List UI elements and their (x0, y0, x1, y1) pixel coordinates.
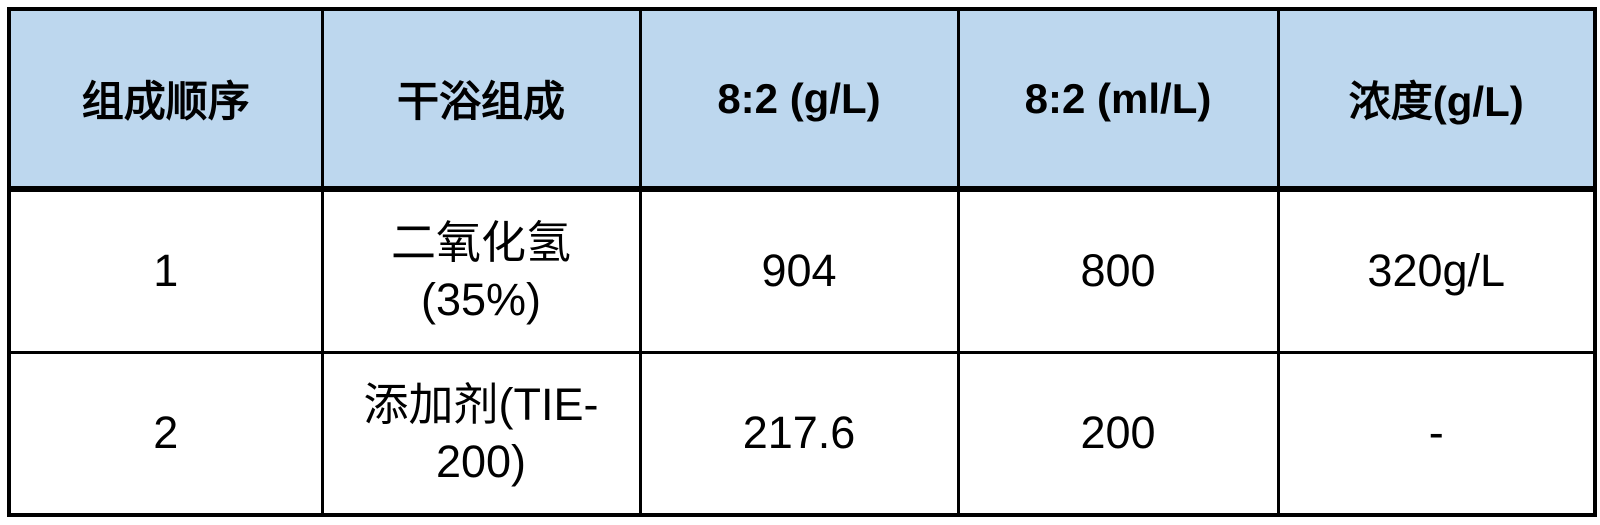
bath-composition-table: 组成顺序 干浴组成 8:2 (g/L) 8:2 (ml/L) 浓度(g/L) 1… (7, 7, 1597, 517)
cell-concentration: - (1276, 350, 1597, 517)
cell-order: 1 (7, 187, 324, 354)
cell-concentration: 320g/L (1276, 187, 1597, 354)
header-cell-8-2-ml-per-l: 8:2 (ml/L) (956, 7, 1280, 192)
header-cell-composition-order: 组成顺序 (7, 7, 324, 192)
cell-order: 2 (7, 350, 324, 517)
header-cell-concentration: 浓度(g/L) (1276, 7, 1597, 192)
cell-component: 添加剂(TIE- 200) (320, 350, 642, 517)
header-cell-8-2-g-per-l: 8:2 (g/L) (638, 7, 960, 192)
header-cell-bath-composition: 干浴组成 (320, 7, 642, 192)
cell-8-2-g: 904 (638, 187, 960, 354)
cell-8-2-g: 217.6 (638, 350, 960, 517)
cell-8-2-ml: 800 (956, 187, 1280, 354)
table-header-row: 组成顺序 干浴组成 8:2 (g/L) 8:2 (ml/L) 浓度(g/L) (7, 7, 1597, 192)
table-row: 1 二氧化氢 (35%) 904 800 320g/L (7, 187, 1597, 354)
cell-8-2-ml: 200 (956, 350, 1280, 517)
table-row: 2 添加剂(TIE- 200) 217.6 200 - (7, 350, 1597, 517)
cell-component: 二氧化氢 (35%) (320, 187, 642, 354)
